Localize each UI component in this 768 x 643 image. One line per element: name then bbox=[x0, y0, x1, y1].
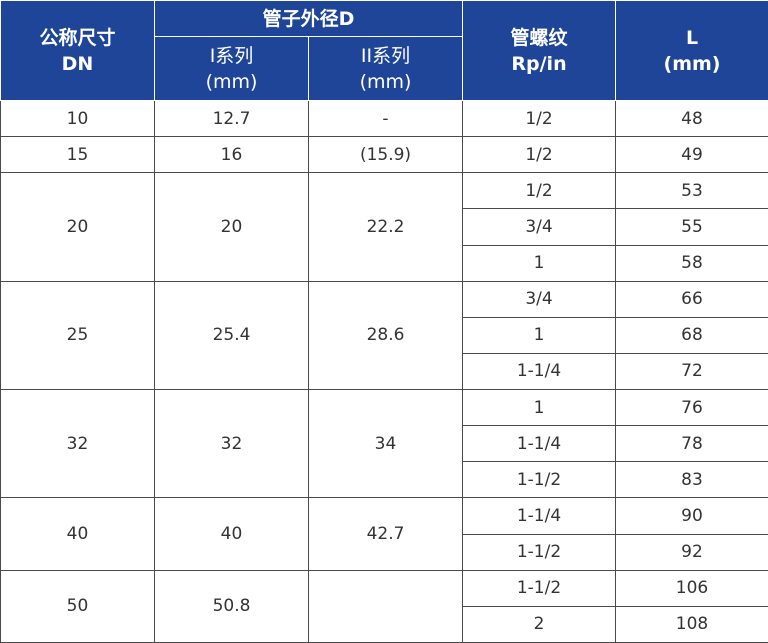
cell-length: 53 bbox=[615, 172, 768, 210]
cell-length: 108 bbox=[615, 605, 768, 643]
cell-series2: (15.9) bbox=[308, 136, 463, 174]
cell-dn: 10 bbox=[0, 99, 155, 138]
cell-length: 55 bbox=[615, 208, 768, 246]
cell-dn: 25 bbox=[0, 280, 155, 391]
header-series2-unit: (mm) bbox=[359, 70, 412, 93]
cell-length: 49 bbox=[615, 136, 768, 174]
cell-thread: 1-1/2 bbox=[462, 533, 616, 571]
cell-dn: 15 bbox=[0, 136, 155, 174]
table-row: 2 108 bbox=[1, 605, 768, 643]
cell-length: 106 bbox=[615, 569, 768, 607]
header-dn-label: 公称尺寸 bbox=[39, 26, 116, 49]
table-row: 50 50.8 1-1/2 106 bbox=[0, 569, 768, 643]
cell-thread: 1/2 bbox=[462, 172, 616, 210]
cell-thread: 1 bbox=[462, 388, 616, 427]
header-outer-diameter: 管子外径D bbox=[154, 0, 463, 37]
header-series2-label: II系列 bbox=[360, 44, 411, 67]
header-thread-label: 管螺纹 bbox=[510, 26, 568, 49]
header-thread: 管螺纹 Rp/in bbox=[462, 0, 616, 101]
cell-series1: 50.8 bbox=[154, 569, 309, 643]
cell-thread: 2 bbox=[462, 605, 616, 643]
table-row: 32 32 34 1 76 bbox=[0, 388, 768, 499]
table-row: 20 20 22.2 1/2 53 bbox=[0, 172, 768, 282]
table-header: 公称尺寸 DN 管子外径D 管螺纹 Rp/in L (mm) I系列 (mm) … bbox=[0, 0, 768, 101]
cell-length: 90 bbox=[615, 497, 768, 535]
cell-series1: 20 bbox=[154, 172, 309, 282]
cell-length: 48 bbox=[615, 99, 768, 138]
header-series2: II系列 (mm) bbox=[308, 36, 463, 101]
table-row: 1-1/4 78 bbox=[1, 425, 768, 463]
table-row: 15 16 (15.9) 1/2 49 bbox=[0, 136, 768, 174]
cell-series1: 12.7 bbox=[154, 99, 309, 138]
cell-length: 92 bbox=[615, 533, 768, 571]
cell-length: 78 bbox=[615, 425, 768, 463]
header-series1-unit: (mm) bbox=[205, 70, 258, 93]
header-thread-sub: Rp/in bbox=[511, 52, 567, 75]
cell-thread: 1 bbox=[462, 244, 616, 282]
table-row: 3/4 55 bbox=[1, 208, 768, 246]
table-row: 40 40 42.7 1-1/4 90 bbox=[0, 497, 768, 571]
cell-series2: 28.6 bbox=[308, 280, 463, 391]
cell-thread: 3/4 bbox=[462, 208, 616, 246]
header-length: L (mm) bbox=[615, 0, 768, 101]
header-series1: I系列 (mm) bbox=[154, 36, 309, 101]
cell-thread: 1-1/2 bbox=[462, 569, 616, 607]
header-dn-sub: DN bbox=[61, 52, 94, 75]
cell-length: 66 bbox=[615, 280, 768, 318]
cell-dn: 50 bbox=[0, 569, 155, 643]
cell-series1: 16 bbox=[154, 136, 309, 174]
cell-length: 72 bbox=[615, 352, 768, 391]
cell-series2: - bbox=[308, 99, 463, 138]
cell-series1: 25.4 bbox=[154, 280, 309, 391]
cell-length: 76 bbox=[615, 388, 768, 427]
cell-thread: 3/4 bbox=[462, 280, 616, 318]
cell-thread: 1-1/4 bbox=[462, 425, 616, 463]
cell-thread: 1 bbox=[462, 316, 616, 354]
table-row: 10 12.7-1/2 48 bbox=[0, 99, 768, 138]
cell-thread: 1/2 bbox=[462, 99, 616, 138]
cell-series1: 40 bbox=[154, 497, 309, 571]
cell-series2: 34 bbox=[308, 388, 463, 499]
table-row: 1-1/2 83 bbox=[1, 461, 768, 499]
table-body: 10 12.7-1/2 48 15 16 (15.9) 1/2 49 20 20 22.2 1/2 53… bbox=[0, 99, 768, 643]
cell-dn: 32 bbox=[0, 388, 155, 499]
cell-length: 68 bbox=[615, 316, 768, 354]
cell-length: 58 bbox=[615, 244, 768, 282]
cell-thread: 1-1/2 bbox=[462, 461, 616, 499]
table-row: 1-1/4 72 bbox=[1, 352, 768, 391]
cell-thread: 1-1/4 bbox=[462, 352, 616, 391]
cell-thread: 1-1/4 bbox=[462, 497, 616, 535]
cell-dn: 20 bbox=[0, 172, 155, 282]
cell-series2: 22.2 bbox=[308, 172, 463, 282]
cell-series2: 42.7 bbox=[308, 497, 463, 571]
table-row: 1 68 bbox=[1, 316, 768, 354]
cell-series2 bbox=[308, 569, 463, 643]
header-dn: 公称尺寸 DN bbox=[0, 0, 155, 101]
table-row: 25 25.4 28.6 3/4 66 bbox=[0, 280, 768, 391]
cell-thread: 1/2 bbox=[462, 136, 616, 174]
cell-series1: 32 bbox=[154, 388, 309, 499]
header-series1-label: I系列 bbox=[209, 44, 254, 67]
header-length-unit: (mm) bbox=[663, 52, 721, 75]
header-length-label: L bbox=[685, 26, 699, 49]
cell-length: 83 bbox=[615, 461, 768, 499]
cell-dn: 40 bbox=[0, 497, 155, 571]
